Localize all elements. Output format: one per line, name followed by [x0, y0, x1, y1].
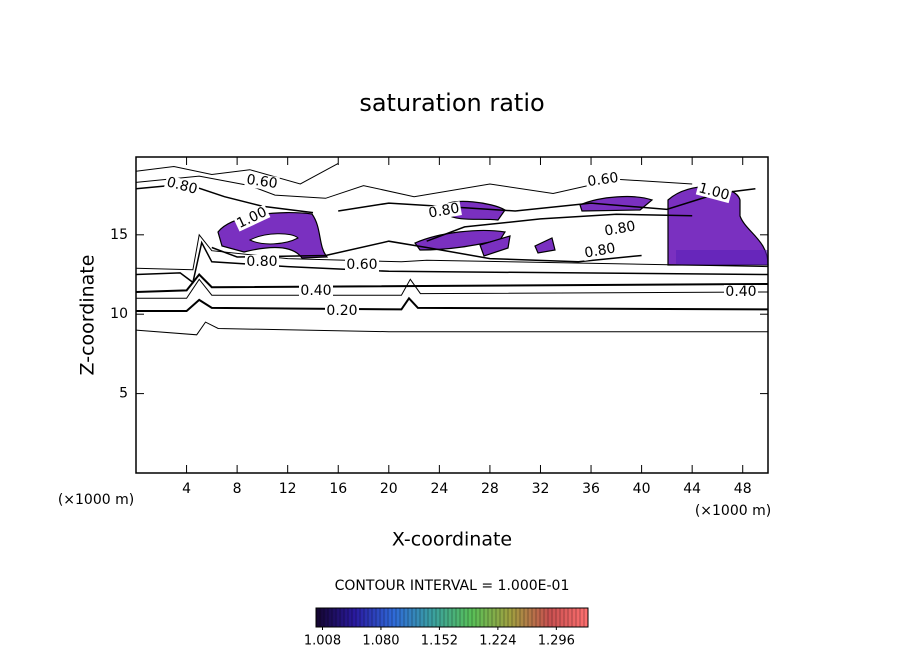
y-unit: (×1000 m)	[58, 492, 134, 508]
colorbar-tick-label: 1.152	[421, 634, 458, 649]
contour-label-bg	[244, 172, 280, 192]
contour-label-bg	[602, 219, 638, 239]
contour-line	[135, 272, 769, 293]
contour-label: 0.40	[725, 284, 756, 300]
contour-label-bg	[582, 241, 618, 261]
supersaturated-region	[534, 237, 556, 254]
contour-label-bg	[695, 180, 733, 204]
contour-label: 0.80	[583, 240, 616, 261]
y-axis-label: Z-coordinate	[77, 255, 99, 376]
x-tick-label: 20	[380, 481, 398, 497]
contour-label-bg	[163, 174, 201, 198]
contour-label: 0.60	[245, 172, 278, 192]
x-tick-label: 40	[633, 481, 651, 497]
x-tick-label: 24	[430, 481, 448, 497]
contour-label: 0.60	[586, 170, 619, 190]
region-core	[676, 250, 768, 265]
x-tick-label: 36	[582, 481, 600, 497]
supersaturated-region	[445, 200, 506, 221]
contour-label: 0.80	[603, 218, 636, 239]
contour-label-bg	[724, 285, 758, 299]
supersaturated-region	[667, 185, 769, 266]
contour-label-bg	[245, 255, 279, 269]
y-tick-label: 15	[110, 227, 128, 243]
contour-label: 0.80	[246, 254, 277, 270]
contour-line	[135, 233, 769, 271]
contour-label-bg	[426, 201, 462, 221]
contour-label-bg	[299, 284, 333, 298]
contour-line	[136, 296, 769, 312]
contour-label-bg	[325, 304, 359, 318]
contour-label: 0.40	[300, 283, 331, 299]
x-unit: (×1000 m)	[695, 503, 771, 519]
colorbar-tick-label: 1.224	[479, 634, 516, 649]
contour-label: 1.00	[697, 180, 731, 204]
colorbar-tick-label: 1.080	[362, 634, 399, 649]
colorbar-tick-label: 1.008	[304, 634, 341, 649]
supersaturated-region	[479, 235, 511, 257]
region-hole	[248, 233, 299, 245]
x-axis-label: X-coordinate	[392, 529, 512, 551]
contour-interval: CONTOUR INTERVAL = 1.000E-01	[335, 578, 570, 594]
contour-label: 0.80	[165, 174, 199, 198]
contour-line	[136, 278, 769, 299]
contour-line	[135, 162, 339, 185]
contour-label: 0.60	[346, 257, 377, 273]
x-tick-label: 32	[532, 481, 550, 497]
contour-line	[135, 321, 768, 336]
contour-line	[426, 213, 693, 242]
plot-frame	[135, 156, 769, 474]
colorbar-tick-label: 1.296	[538, 634, 575, 649]
x-tick-label: 44	[683, 481, 701, 497]
x-tick-label: 12	[279, 481, 297, 497]
y-tick-label: 5	[119, 386, 128, 402]
x-tick-label: 16	[329, 481, 347, 497]
contour-label-bg	[345, 258, 379, 272]
contour-label: 0.80	[427, 200, 460, 221]
contour-label-bg	[585, 170, 621, 190]
chart-title: saturation ratio	[359, 89, 544, 117]
y-tick-label: 10	[110, 306, 128, 322]
contour-line	[135, 175, 693, 199]
x-tick-label: 8	[233, 481, 242, 497]
x-tick-label: 48	[734, 481, 752, 497]
contour-line	[135, 183, 314, 214]
contour-label: 0.20	[326, 303, 357, 319]
x-tick-label: 4	[182, 481, 191, 497]
x-tick-label: 28	[481, 481, 499, 497]
contour-label-bg	[233, 204, 271, 232]
